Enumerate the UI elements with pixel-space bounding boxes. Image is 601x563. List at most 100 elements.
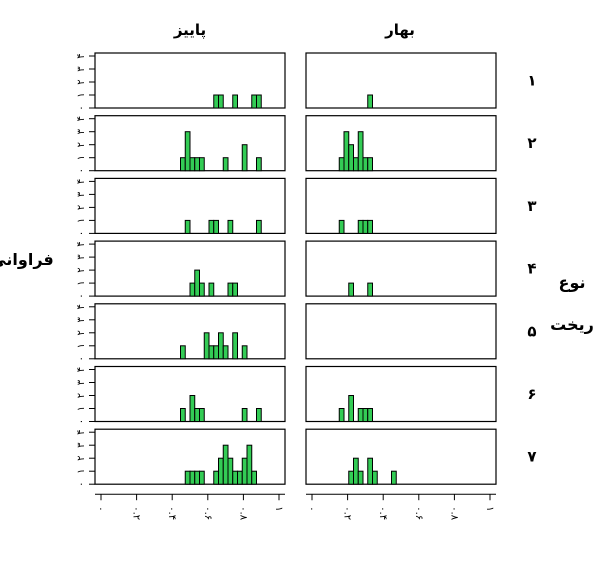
x-tick-label: ۰.۴ xyxy=(377,506,388,520)
histogram-bar xyxy=(362,219,369,234)
y-tick-label: ۱ xyxy=(76,280,87,285)
histogram-bar xyxy=(180,345,186,360)
x-tick-label: ۱ xyxy=(273,506,284,511)
histogram-bar xyxy=(338,408,345,422)
histogram-bar xyxy=(241,345,248,360)
y-tick-label: ۰ xyxy=(76,293,87,298)
histogram-bar xyxy=(353,457,359,485)
y-tick-label: ۲ xyxy=(76,267,87,272)
histogram-bar xyxy=(348,282,354,297)
histogram-bar xyxy=(232,94,238,109)
histogram-bar xyxy=(353,157,359,172)
y-tick-label: ۱ xyxy=(76,92,87,97)
histogram-bar xyxy=(184,470,191,485)
x-tick-label: ۰ xyxy=(306,506,317,511)
panel-frame-spring-row-5 xyxy=(305,303,497,360)
histogram-bar xyxy=(391,470,397,485)
y-tick-label: ۲ xyxy=(76,205,87,210)
histogram-bar xyxy=(367,457,373,485)
histogram-bar xyxy=(208,345,215,360)
histogram-bar xyxy=(194,157,200,172)
y-tick-label: ۱ xyxy=(76,343,87,348)
column-title-autumn: پاییز xyxy=(173,21,206,40)
y-tick-label: ۴ xyxy=(76,179,87,184)
y-tick-label: ۲ xyxy=(76,393,87,398)
x-tick-label: ۰ xyxy=(95,506,106,511)
histogram-bar xyxy=(256,219,262,234)
histogram-bar xyxy=(357,408,364,422)
histogram-bar xyxy=(194,269,200,297)
x-tick-label: ۰.۲ xyxy=(131,506,142,520)
histogram-bar xyxy=(338,219,345,234)
histogram-bar xyxy=(218,332,224,360)
histogram-bar xyxy=(184,131,191,172)
histogram-bar xyxy=(203,332,210,360)
histogram-bar xyxy=(213,94,219,109)
histogram-bar xyxy=(222,444,229,485)
y-tick-label: ۴ xyxy=(76,241,87,246)
histogram-bar xyxy=(208,282,215,297)
x-tick-label: ۱ xyxy=(484,506,495,511)
histogram-bar xyxy=(189,395,196,422)
row-variable-title-line-2: ریخت xyxy=(550,315,594,334)
y-tick-label: ۳ xyxy=(76,128,87,134)
y-tick-label: ۳ xyxy=(76,379,87,385)
histogram-bar xyxy=(367,94,373,109)
histogram-bar xyxy=(227,219,234,234)
histogram-bar xyxy=(180,157,186,172)
histogram-bar xyxy=(241,144,248,172)
y-tick-label: ۲ xyxy=(76,456,87,461)
histogram-bar xyxy=(189,470,196,485)
panel-frame-spring-row-7 xyxy=(305,428,497,485)
histogram-bar xyxy=(256,408,262,422)
y-tick-label: ۴ xyxy=(76,53,87,58)
histogram-bar xyxy=(362,408,369,422)
histogram-bar xyxy=(227,282,234,297)
x-tick-label: ۰.۶ xyxy=(202,506,213,520)
x-tick-label: ۰.۸ xyxy=(448,506,459,521)
column-title-spring: بهار xyxy=(384,21,415,39)
histogram-bar xyxy=(189,157,196,172)
y-tick-label: ۲ xyxy=(76,330,87,335)
row-variable-title-line-1: نوع xyxy=(559,273,586,292)
y-tick-label: ۲ xyxy=(76,142,87,147)
y-tick-label: ۱ xyxy=(76,218,87,223)
x-tick-label: ۰.۴ xyxy=(166,506,177,520)
histogram-bar xyxy=(227,457,234,485)
y-tick-label: ۰ xyxy=(76,105,87,110)
histogram-bar xyxy=(343,131,350,172)
histogram-bar xyxy=(232,332,238,360)
y-tick-label: ۱ xyxy=(76,155,87,160)
histogram-bar xyxy=(256,157,262,172)
y-axis-title: فراوانی xyxy=(0,250,54,269)
histogram-bar xyxy=(367,408,373,422)
row-label-4: ۴ xyxy=(527,260,536,278)
histogram-bar xyxy=(251,94,257,109)
histogram-bar xyxy=(362,157,369,172)
y-tick-label: ۳ xyxy=(76,66,87,72)
y-tick-label: ۰ xyxy=(76,168,87,173)
y-tick-label: ۴ xyxy=(76,430,87,435)
histogram-bar xyxy=(367,282,373,297)
row-label-1: ۱ xyxy=(527,72,536,90)
row-label-7: ۷ xyxy=(527,448,536,466)
histogram-bar xyxy=(232,470,238,485)
y-tick-label: ۳ xyxy=(76,442,87,448)
y-tick-label: ۳ xyxy=(76,316,87,322)
y-tick-label: ۰ xyxy=(76,419,87,424)
histogram-bar xyxy=(218,94,224,109)
x-tick-label: ۰.۲ xyxy=(342,506,353,520)
histogram-bar xyxy=(184,219,191,234)
histogram-bar xyxy=(199,470,205,485)
panel-frame-spring-row-4 xyxy=(305,240,497,297)
histogram-bar xyxy=(241,457,248,485)
histogram-bar xyxy=(194,408,200,422)
histogram-bar xyxy=(237,470,243,485)
y-tick-label: ۰ xyxy=(76,231,87,236)
histogram-bar xyxy=(367,219,373,234)
y-tick-label: ۱ xyxy=(76,469,87,474)
histogram-bar xyxy=(348,395,354,422)
y-tick-label: ۰ xyxy=(76,482,87,487)
histogram-bar xyxy=(213,219,219,234)
